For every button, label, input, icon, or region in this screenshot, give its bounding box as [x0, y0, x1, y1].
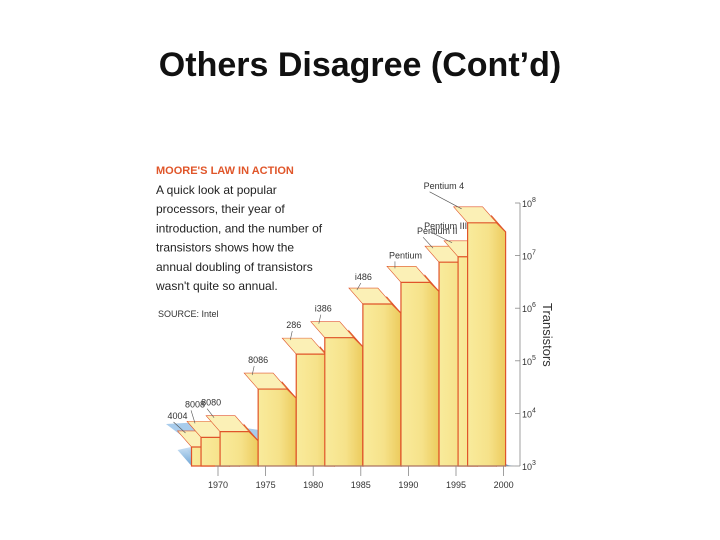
label-leader	[190, 410, 196, 424]
subtitle-line: A quick look at popular	[156, 183, 277, 197]
processor-label: 8080	[201, 398, 221, 408]
bar-i386	[324, 337, 364, 467]
y-tick-label: 105	[522, 355, 536, 367]
processor-label: Pentium 4	[424, 181, 465, 191]
slide-title: Others Disagree (Cont’d)	[158, 46, 562, 84]
y-tick-label: 103	[522, 460, 536, 472]
processor-label: Pentium II	[417, 226, 458, 236]
processor-label: i386	[315, 304, 332, 314]
y-tick-label: 107	[522, 250, 536, 262]
processor-label: 286	[286, 320, 301, 330]
bar-top	[281, 337, 326, 355]
bar-top	[310, 321, 355, 338]
x-tick-label: 1985	[351, 480, 371, 490]
label-leader	[289, 331, 293, 341]
label-leader	[429, 231, 453, 244]
label-leader	[356, 282, 362, 291]
y-tick-label: 106	[522, 302, 536, 314]
subtitle-line: annual doubling of transistors	[156, 260, 313, 274]
label-leader	[318, 314, 322, 324]
label-leader	[173, 421, 186, 434]
subtitle-line: processors, their year of	[156, 202, 285, 216]
x-tick-label: 1975	[256, 480, 276, 490]
x-tick-label: 1970	[208, 480, 228, 490]
bar-8086	[257, 388, 297, 467]
bar-pentium-4	[467, 222, 507, 467]
label-leader	[251, 366, 255, 376]
processor-label: i486	[355, 272, 372, 282]
y-axis-title: Transistors	[540, 303, 555, 367]
subtitle-line: transistors shows how the	[156, 241, 294, 255]
x-tick-label: 1980	[303, 480, 323, 490]
bar-pentium	[400, 281, 440, 467]
y-axis: 103 104 105 106 107 108	[515, 197, 536, 472]
chart-subtitle: A quick look at popular processors, their…	[155, 183, 323, 293]
chart-title: MOORE'S LAW IN ACTION	[156, 165, 294, 177]
processor-label: 8008	[185, 399, 205, 409]
x-axis: 1970 1975 1980 1985 1990 1995 2000	[208, 465, 515, 490]
bar-top	[243, 372, 288, 390]
label-leader	[422, 236, 434, 249]
chart-source: SOURCE: Intel	[158, 309, 219, 319]
x-tick-label: 1990	[398, 480, 418, 490]
subtitle-line: wasn't quite so annual.	[155, 279, 278, 293]
processor-label: 8086	[248, 355, 268, 365]
bars-layer	[176, 206, 507, 468]
x-tick-label: 2000	[494, 480, 514, 490]
bar-8080	[219, 431, 259, 467]
y-tick-label: 108	[522, 197, 536, 209]
subtitle-line: introduction, and the number of	[156, 221, 323, 235]
label-leader	[206, 408, 215, 418]
processor-label: Pentium III	[424, 221, 467, 231]
x-tick-label: 1995	[446, 480, 466, 490]
bar-i486	[362, 303, 402, 467]
processor-label: Pentium	[389, 250, 422, 260]
y-tick-label: 104	[522, 407, 536, 419]
bar-top	[348, 287, 393, 305]
bar-top	[386, 266, 431, 283]
processor-label: 4004	[168, 411, 188, 421]
label-leader	[429, 191, 462, 210]
